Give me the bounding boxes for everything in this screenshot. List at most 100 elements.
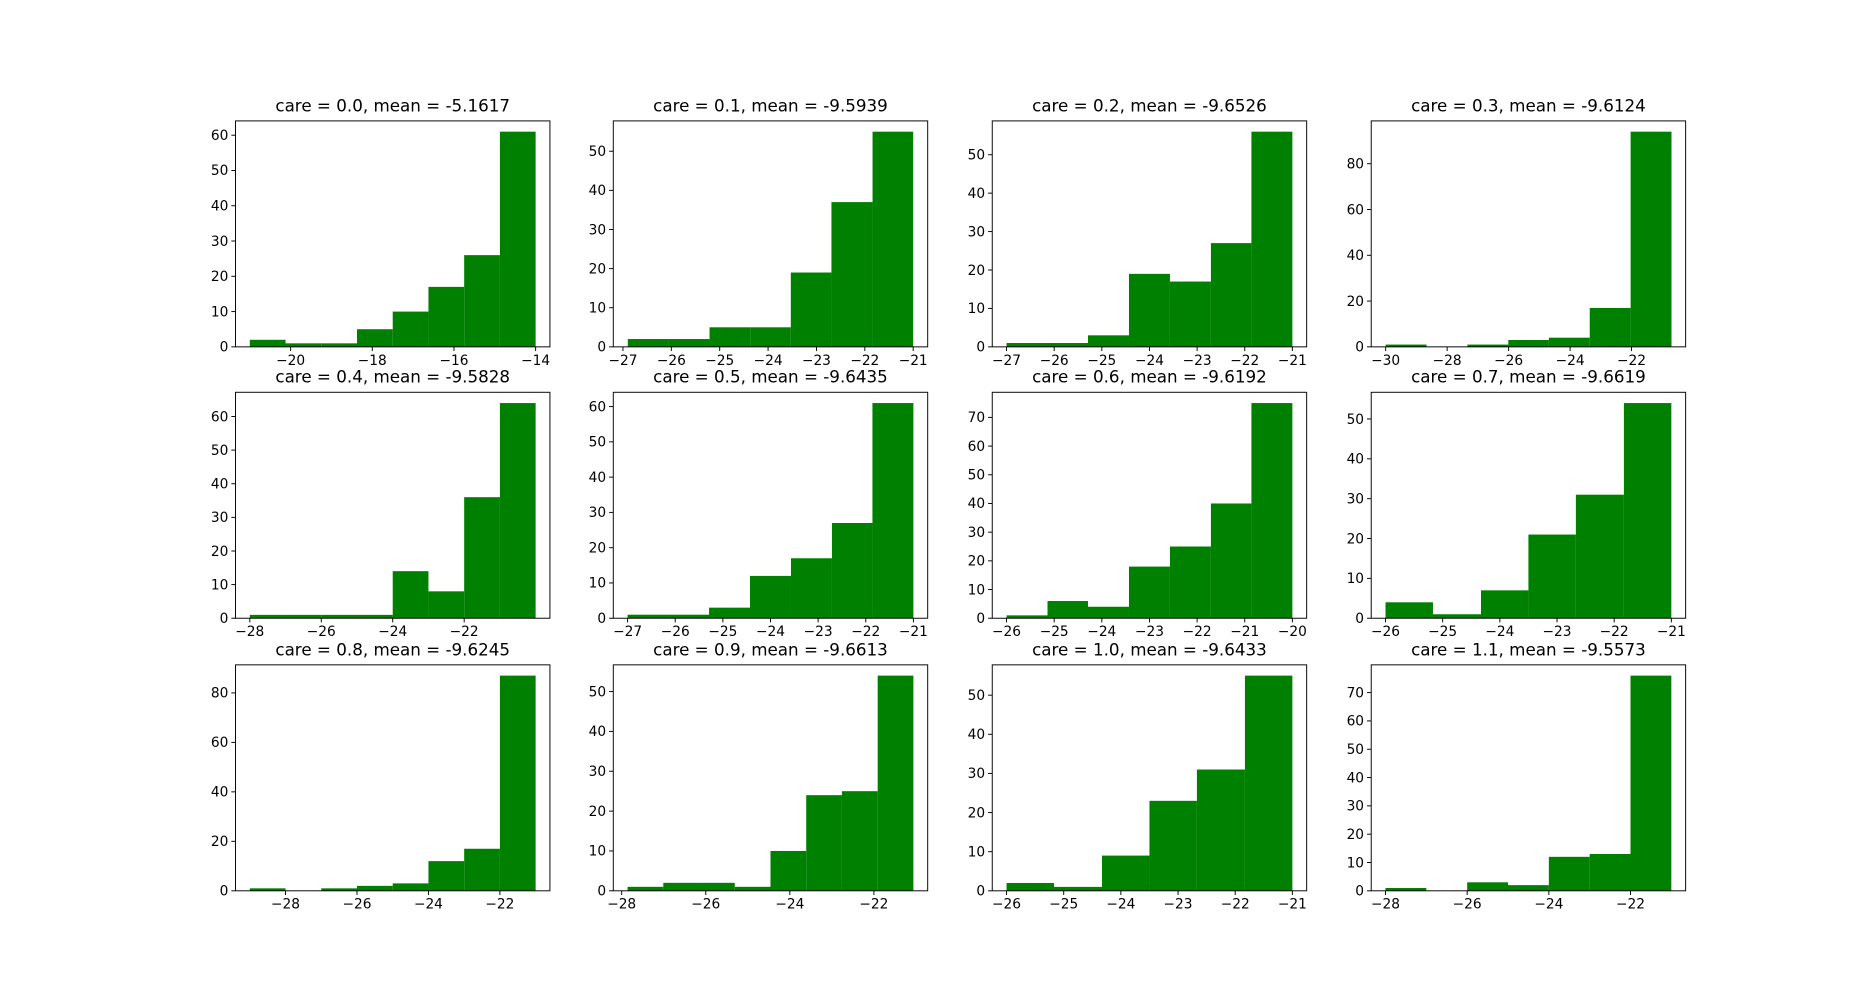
- subplot-title: care = 0.4, mean = -9.5828: [275, 367, 510, 387]
- x-tick-label: −23: [1543, 624, 1572, 640]
- y-tick-label: 0: [220, 340, 229, 356]
- y-tick-label: 40: [589, 724, 606, 740]
- x-tick-label: −22: [851, 624, 880, 640]
- y-tick-label: 40: [211, 785, 228, 801]
- bar: [1508, 339, 1549, 347]
- x-tick-label: −26: [307, 624, 336, 640]
- bar: [356, 614, 393, 619]
- x-tick-label: −30: [1371, 353, 1400, 369]
- x-tick-label: −28: [1371, 897, 1400, 913]
- y-tick-label: 60: [211, 128, 228, 144]
- bar: [1102, 855, 1150, 891]
- subplot-title: care = 0.9, mean = -9.6613: [653, 639, 888, 659]
- y-tick-label: 10: [211, 577, 228, 593]
- y-tick-label: 50: [211, 163, 228, 179]
- y-tick-label: 30: [968, 525, 985, 541]
- x-tick-label: −24: [775, 897, 804, 913]
- bar: [392, 883, 429, 891]
- x-tick-label: −22: [859, 897, 888, 913]
- x-tick-label: −26: [992, 624, 1021, 640]
- bar: [1210, 243, 1252, 347]
- x-tick-label: −22: [850, 353, 879, 369]
- y-tick-label: 30: [968, 766, 985, 782]
- y-tick-label: 20: [211, 269, 228, 285]
- bar: [356, 885, 393, 891]
- bar: [1467, 882, 1509, 891]
- y-tick-label: 0: [220, 611, 229, 627]
- bar: [790, 272, 832, 347]
- y-tick-label: 0: [1355, 884, 1364, 900]
- bar: [428, 286, 465, 347]
- y-tick-label: 70: [968, 410, 985, 426]
- axes-frame: [235, 664, 551, 892]
- y-tick-label: 40: [589, 470, 606, 486]
- bar: [1548, 337, 1590, 347]
- bar: [1128, 566, 1170, 619]
- bar: [499, 403, 536, 619]
- y-tick-label: 30: [211, 234, 228, 250]
- y-tick-label: 20: [211, 544, 228, 560]
- bar: [872, 131, 914, 347]
- x-tick-label: −26: [1453, 897, 1482, 913]
- bar: [356, 329, 393, 347]
- x-tick-label: −22: [1230, 353, 1259, 369]
- y-tick-label: 30: [589, 764, 606, 780]
- y-tick-label: 20: [589, 804, 606, 820]
- y-tick-label: 20: [589, 261, 606, 277]
- y-tick-label: 10: [589, 576, 606, 592]
- bar: [1589, 853, 1631, 891]
- bar: [285, 614, 322, 619]
- bar: [1244, 675, 1293, 891]
- bar: [627, 886, 664, 891]
- x-tick-label: −24: [754, 353, 783, 369]
- bar: [734, 886, 771, 891]
- bar: [285, 343, 322, 347]
- bar: [750, 575, 791, 619]
- x-tick-label: −28: [271, 897, 300, 913]
- bar: [790, 558, 832, 619]
- axes-frame: [235, 120, 551, 348]
- y-tick-label: 30: [211, 510, 228, 526]
- bar: [750, 327, 791, 347]
- bar: [464, 848, 500, 891]
- bar: [1006, 615, 1048, 619]
- x-tick-label: −27: [608, 353, 637, 369]
- y-tick-label: 20: [968, 554, 985, 570]
- y-tick-label: 30: [589, 505, 606, 521]
- bar: [770, 850, 807, 891]
- bar: [1508, 885, 1549, 891]
- bar: [428, 861, 465, 891]
- y-tick-label: 40: [968, 186, 985, 202]
- x-tick-label: −22: [1617, 353, 1646, 369]
- x-tick-label: −23: [1135, 624, 1164, 640]
- subplot-title: care = 0.8, mean = -9.6245: [275, 639, 510, 659]
- subplot-title: care = 1.1, mean = -9.5573: [1411, 639, 1646, 659]
- bar: [1047, 343, 1089, 347]
- x-tick-label: −14: [521, 353, 550, 369]
- bar: [627, 614, 669, 619]
- y-tick-label: 0: [597, 340, 606, 356]
- x-tick-label: −28: [607, 897, 636, 913]
- y-tick-label: 20: [1347, 827, 1364, 843]
- bar: [392, 571, 429, 619]
- y-tick-label: 40: [1347, 248, 1364, 264]
- x-tick-label: −24: [1534, 897, 1563, 913]
- y-tick-label: 50: [968, 688, 985, 704]
- x-tick-label: −27: [613, 624, 642, 640]
- y-tick-label: 40: [589, 183, 606, 199]
- x-tick-label: −24: [1087, 624, 1116, 640]
- x-tick-label: −25: [705, 353, 734, 369]
- y-tick-label: 0: [597, 611, 606, 627]
- subplot-title: care = 0.5, mean = -9.6435: [653, 367, 888, 387]
- bar: [464, 255, 500, 347]
- y-tick-label: 30: [968, 224, 985, 240]
- x-tick-label: −18: [358, 353, 387, 369]
- bar: [1006, 882, 1054, 891]
- y-tick-label: 50: [211, 443, 228, 459]
- y-tick-label: 0: [1355, 611, 1364, 627]
- y-tick-label: 50: [968, 148, 985, 164]
- x-tick-label: −26: [342, 897, 371, 913]
- x-tick-label: −24: [1556, 353, 1585, 369]
- subplot-title: care = 0.0, mean = -5.1617: [275, 95, 510, 115]
